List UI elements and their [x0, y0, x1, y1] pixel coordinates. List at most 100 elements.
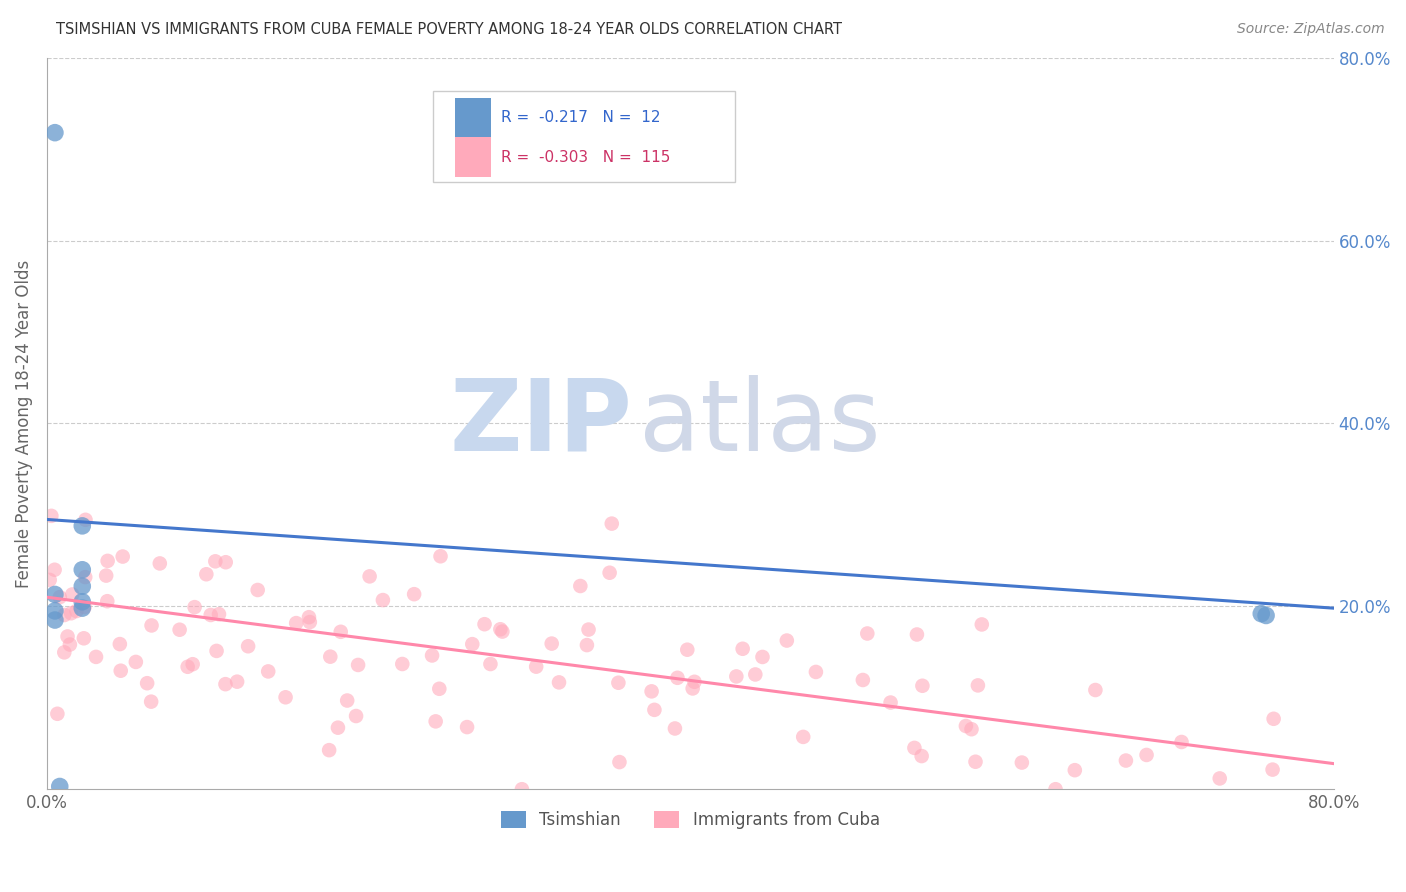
Point	[111, 549, 134, 564]
Point	[960, 722, 983, 736]
Point	[1170, 735, 1192, 749]
Point	[643, 703, 665, 717]
Text: atlas: atlas	[638, 375, 880, 472]
Point	[792, 730, 814, 744]
Point	[257, 665, 280, 679]
Point	[359, 569, 381, 583]
Point	[879, 696, 901, 710]
Point	[540, 637, 562, 651]
Point	[214, 677, 236, 691]
Point	[97, 554, 120, 568]
Point	[344, 709, 367, 723]
Point	[965, 755, 987, 769]
Point	[298, 610, 321, 624]
Point	[804, 665, 827, 679]
Point	[731, 641, 754, 656]
Point	[49, 590, 72, 604]
Point	[72, 601, 94, 615]
Point	[73, 600, 96, 615]
Point	[44, 604, 66, 618]
Point	[215, 555, 238, 569]
Point	[955, 719, 977, 733]
Bar	[454, 137, 491, 178]
Point	[60, 606, 83, 620]
Point	[1263, 712, 1285, 726]
Point	[599, 566, 621, 580]
Point	[44, 126, 66, 140]
Point	[72, 563, 94, 577]
Point	[141, 618, 163, 632]
Point	[682, 681, 704, 696]
Point	[274, 690, 297, 705]
Text: ZIP: ZIP	[450, 375, 633, 472]
Point	[72, 519, 94, 533]
Point	[456, 720, 478, 734]
Point	[60, 587, 83, 601]
Point	[600, 516, 623, 531]
Text: Source: ZipAtlas.com: Source: ZipAtlas.com	[1237, 22, 1385, 37]
Point	[640, 684, 662, 698]
Point	[141, 695, 163, 709]
Point	[1135, 747, 1157, 762]
Point	[524, 659, 547, 673]
Point	[59, 638, 82, 652]
Point	[856, 626, 879, 640]
Point	[96, 594, 118, 608]
Point	[53, 645, 76, 659]
Point	[607, 675, 630, 690]
Point	[72, 595, 94, 609]
Point	[125, 655, 148, 669]
Point	[461, 637, 484, 651]
Point	[683, 674, 706, 689]
Point	[1261, 763, 1284, 777]
Text: R =  -0.303   N =  115: R = -0.303 N = 115	[501, 150, 671, 165]
Point	[970, 617, 993, 632]
Point	[205, 644, 228, 658]
Point	[110, 664, 132, 678]
Point	[195, 567, 218, 582]
Point	[169, 623, 191, 637]
Point	[41, 508, 63, 523]
Point	[911, 749, 934, 764]
Point	[905, 627, 928, 641]
Point	[96, 568, 118, 582]
Point	[44, 587, 66, 601]
Point	[479, 657, 502, 671]
Point	[751, 649, 773, 664]
Point	[967, 678, 990, 692]
Point	[404, 587, 426, 601]
Point	[1045, 782, 1067, 797]
Point	[326, 721, 349, 735]
Point	[1254, 608, 1277, 623]
Point	[548, 675, 571, 690]
Point	[1115, 754, 1137, 768]
Y-axis label: Female Poverty Among 18-24 Year Olds: Female Poverty Among 18-24 Year Olds	[15, 260, 32, 588]
Point	[1250, 607, 1272, 621]
Point	[181, 657, 204, 672]
Point	[226, 674, 249, 689]
Point	[491, 624, 513, 639]
Point	[49, 780, 72, 794]
Point	[347, 657, 370, 672]
Point	[73, 632, 96, 646]
Point	[578, 623, 600, 637]
Point	[149, 557, 172, 571]
Point	[53, 607, 76, 622]
Point	[1063, 763, 1085, 777]
Point	[569, 579, 592, 593]
Point	[46, 706, 69, 721]
Point	[391, 657, 413, 671]
Point	[371, 593, 394, 607]
Point	[136, 676, 159, 690]
Point	[318, 743, 340, 757]
Text: R =  -0.217   N =  12: R = -0.217 N = 12	[501, 111, 661, 125]
Point	[84, 649, 107, 664]
Point	[75, 570, 97, 584]
Point	[329, 624, 352, 639]
Point	[336, 693, 359, 707]
Point	[44, 613, 66, 627]
Point	[72, 579, 94, 593]
Point	[1084, 683, 1107, 698]
Point	[903, 740, 925, 755]
Point	[744, 667, 766, 681]
